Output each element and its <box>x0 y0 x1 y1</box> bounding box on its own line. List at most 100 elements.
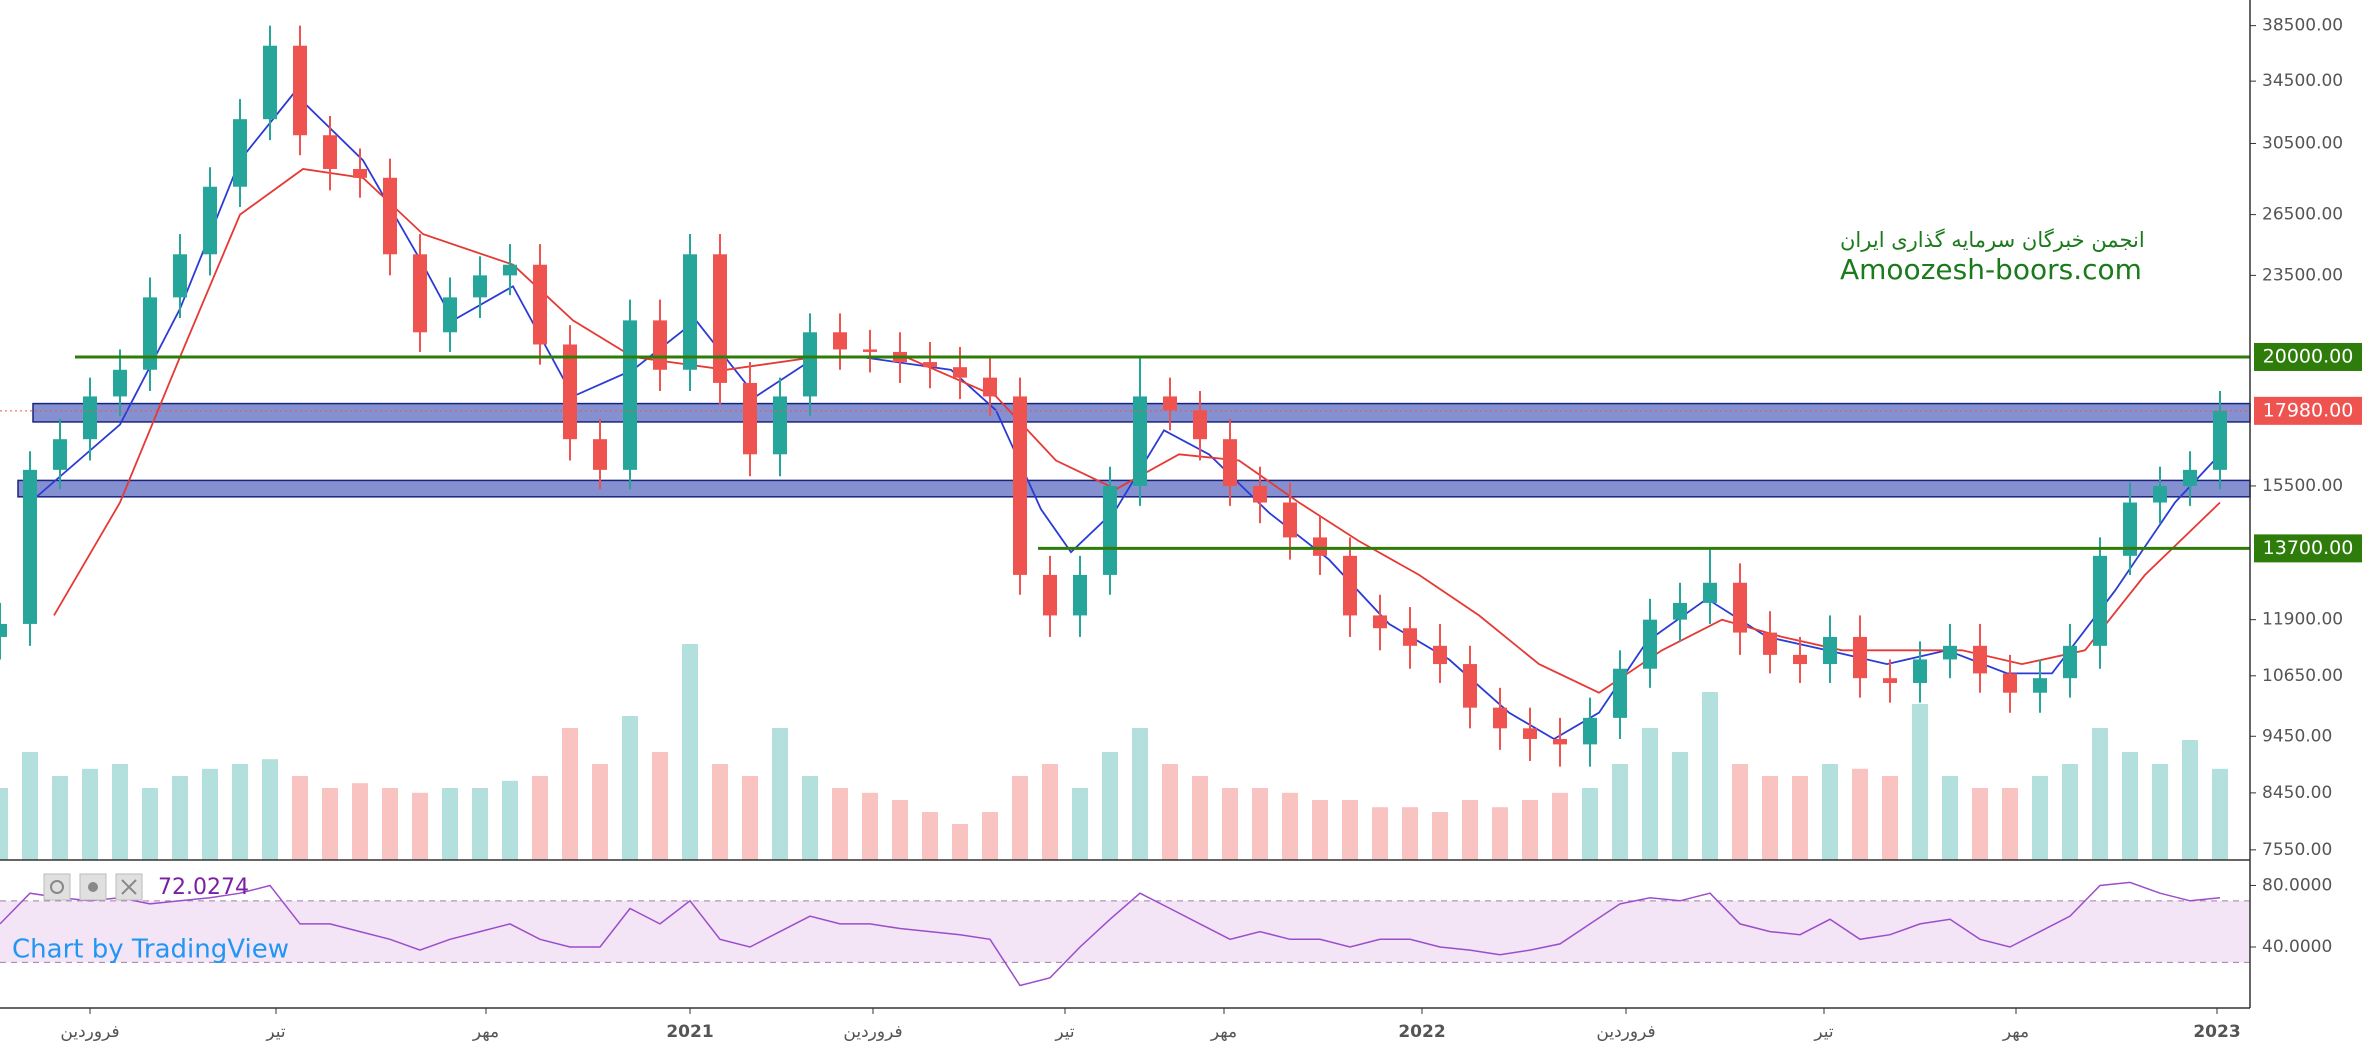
candle-body <box>713 254 727 383</box>
candle-body <box>833 332 847 350</box>
x-tick-label: فروردین <box>60 1022 119 1042</box>
volume-bar <box>2212 768 2228 860</box>
x-tick-label: 2021 <box>666 1022 713 1042</box>
candle-body <box>203 186 217 255</box>
candle-body <box>1013 396 1027 575</box>
candle-body <box>1913 659 1927 683</box>
volume-bar <box>1522 800 1538 860</box>
candle-body <box>1253 485 1267 503</box>
x-tick-label: مهر <box>472 1022 499 1042</box>
candle-body <box>1673 602 1687 620</box>
level-label: 13700.00 <box>2263 537 2354 559</box>
volume-bar <box>1342 800 1358 860</box>
volume-bar <box>2002 788 2018 860</box>
x-tick-label: 2023 <box>2193 1022 2240 1042</box>
candle-body <box>1133 396 1147 486</box>
volume-bar <box>1942 776 1958 860</box>
volume-bar <box>1162 764 1178 860</box>
candle-body <box>743 382 757 455</box>
candle-body <box>293 45 307 136</box>
candle-body <box>1343 555 1357 616</box>
volume-bar <box>862 792 878 860</box>
candle-body <box>0 623 7 637</box>
candle-body <box>233 119 247 187</box>
x-tick-label: فروردین <box>843 1022 902 1042</box>
level-label-box <box>2254 342 2362 371</box>
rsi-tick-label: 40.0000 <box>2262 937 2332 957</box>
volume-bar <box>1372 807 1388 860</box>
volume-bar <box>52 776 68 860</box>
candle-body <box>593 439 607 470</box>
volume-bar <box>982 812 998 860</box>
x-tick-label: مهر <box>1210 1022 1237 1042</box>
candle-body <box>1073 574 1087 616</box>
volume-bar <box>112 764 128 860</box>
volume-bar <box>382 788 398 860</box>
candle-body <box>1703 582 1717 603</box>
volume-bar <box>2152 764 2168 860</box>
y-tick-label: 23500.00 <box>2262 265 2343 285</box>
indicator-controls[interactable] <box>43 873 143 901</box>
volume-bar <box>472 788 488 860</box>
price-layer <box>0 25 2227 987</box>
watermark-site: Amoozesh-boors.com <box>1840 253 2142 286</box>
rsi-band <box>0 900 2250 963</box>
volume-bar <box>952 824 968 860</box>
volume-bar <box>142 788 158 860</box>
y-tick-label: 9450.00 <box>2262 726 2332 746</box>
candle-body <box>23 469 37 624</box>
candle-body <box>2033 678 2047 693</box>
volume-bar <box>892 800 908 860</box>
volume-bar <box>1792 776 1808 860</box>
volume-bar <box>232 764 248 860</box>
candle-body <box>1433 645 1447 665</box>
candle-body <box>1763 632 1777 655</box>
volume-bar <box>2032 776 2048 860</box>
volume-bar <box>1552 792 1568 860</box>
volume-bar <box>2062 764 2078 860</box>
volume-bar <box>1132 728 1148 860</box>
candle-body <box>173 254 187 298</box>
candle-body <box>143 297 157 370</box>
volume-bar <box>1102 752 1118 860</box>
volume-bar <box>1252 788 1268 860</box>
candle-body <box>1553 738 1567 745</box>
candle-body <box>2063 645 2077 679</box>
volume-bar <box>502 780 518 860</box>
volume-bar <box>322 788 338 860</box>
volume-bar <box>1852 768 1868 860</box>
y-tick-label: 26500.00 <box>2262 205 2343 225</box>
volume-bar <box>262 759 278 860</box>
volume-bar <box>1222 788 1238 860</box>
candle-body <box>2123 502 2137 556</box>
attribution[interactable]: Chart by TradingView <box>12 935 289 965</box>
candle-body <box>653 320 667 370</box>
volume-bar <box>1492 807 1508 860</box>
candle-body <box>1943 645 1957 660</box>
candle-body <box>683 254 697 370</box>
candle-body <box>1373 615 1387 629</box>
rsi-line <box>0 881 2221 987</box>
candle-body <box>383 177 397 255</box>
volume-bar <box>562 728 578 860</box>
volume-bar <box>1612 764 1628 860</box>
eye-icon[interactable] <box>43 873 71 901</box>
candle-body <box>1643 619 1657 669</box>
last-price-box <box>2254 396 2362 425</box>
y-tick-label: 11900.00 <box>2262 610 2343 630</box>
volume-bar <box>292 776 308 860</box>
x-tick-label: 2022 <box>1398 1022 1445 1042</box>
volume-bar <box>622 716 638 860</box>
volume-bar <box>682 644 698 860</box>
volume-bar <box>1402 807 1418 860</box>
candle-body <box>1463 664 1477 708</box>
candle-body <box>113 369 127 397</box>
volume-bar <box>172 776 188 860</box>
volume-bar <box>1672 752 1688 860</box>
volume-bar <box>1072 788 1088 860</box>
candle-body <box>623 320 637 470</box>
x-tick-label: تیر <box>1054 1022 1075 1042</box>
candle-body <box>1613 668 1627 718</box>
candle-body <box>53 439 67 470</box>
volume-bar <box>442 788 458 860</box>
